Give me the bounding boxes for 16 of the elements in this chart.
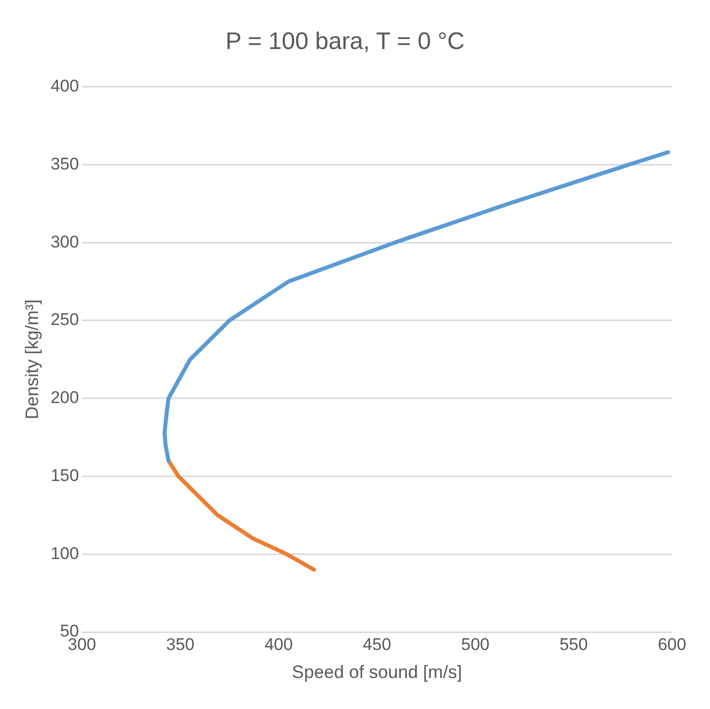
y-tick-label: 350 xyxy=(50,154,79,174)
y-tick-label: 100 xyxy=(50,544,79,563)
x-tick-label: 400 xyxy=(264,634,293,654)
x-axis-title: Speed of sound [m/s] xyxy=(292,662,462,682)
x-tick-label: 350 xyxy=(166,634,194,654)
x-tick-label: 500 xyxy=(461,634,490,654)
x-tick-label: 600 xyxy=(658,634,686,654)
x-tick-label: 450 xyxy=(362,634,392,654)
y-tick-label: 250 xyxy=(50,310,79,330)
y-tick-label: 150 xyxy=(50,466,79,485)
x-tick-label: 550 xyxy=(559,634,588,654)
chart-title: P = 100 bara, T = 0 °C xyxy=(225,28,465,56)
y-tick-label: 300 xyxy=(50,232,79,252)
y-tick-label: 400 xyxy=(50,76,79,96)
y-tick-label: 200 xyxy=(50,388,79,408)
y-axis-title: Density [kg/m³] xyxy=(22,299,42,420)
